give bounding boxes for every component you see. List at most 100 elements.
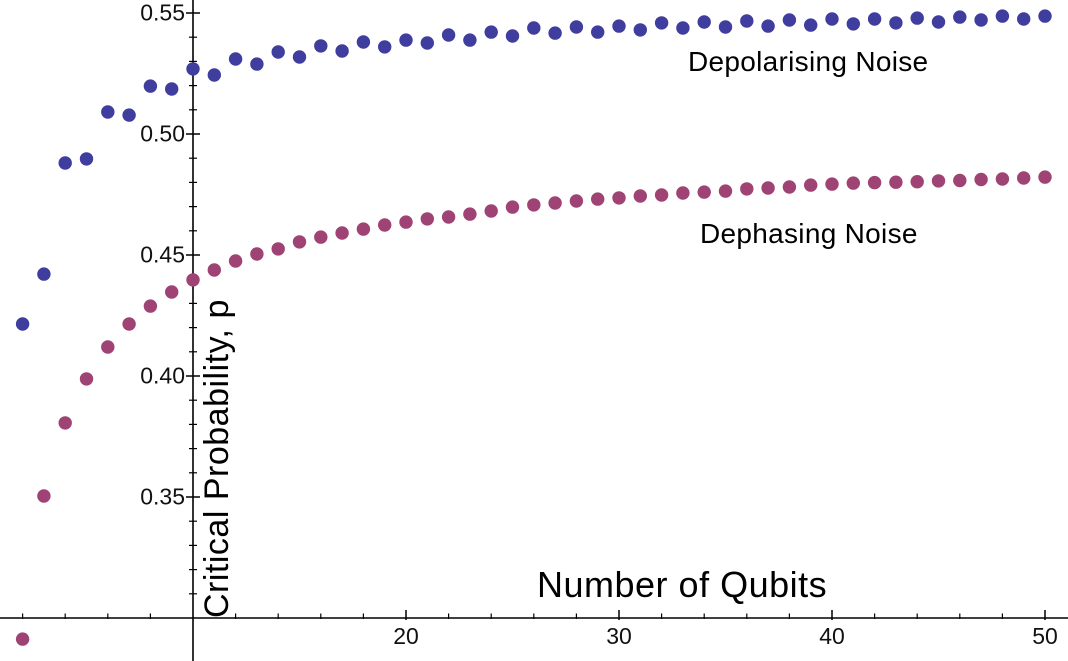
data-point-dephasing xyxy=(378,218,392,232)
y-tick-label: 0.50 xyxy=(140,120,185,147)
data-point-dephasing xyxy=(761,181,775,195)
series-annotation-dephasing-noise: Dephasing Noise xyxy=(700,218,918,249)
data-point-dephasing xyxy=(463,207,477,221)
data-point-depolarising xyxy=(591,25,605,39)
data-point-dephasing xyxy=(974,172,988,187)
data-point-depolarising xyxy=(15,317,30,331)
data-point-depolarising xyxy=(633,23,647,37)
data-point-depolarising xyxy=(441,28,456,42)
data-point-depolarising xyxy=(718,20,733,34)
x-tick-label: 20 xyxy=(393,623,419,649)
data-point-dephasing xyxy=(484,204,498,218)
data-point-dephasing xyxy=(250,247,264,261)
data-point-dephasing xyxy=(207,263,221,277)
data-point-depolarising xyxy=(569,20,584,34)
data-point-dephasing xyxy=(58,416,72,430)
data-point-depolarising xyxy=(654,16,669,30)
data-point-depolarising xyxy=(612,19,626,33)
data-point-dephasing xyxy=(889,175,903,189)
data-point-dephasing xyxy=(931,174,946,188)
data-point-depolarising xyxy=(484,25,498,39)
data-point-dephasing xyxy=(314,230,328,244)
data-point-dephasing xyxy=(910,175,924,189)
data-point-depolarising xyxy=(37,267,51,281)
data-point-dephasing xyxy=(718,184,733,198)
x-axis-title: Number of Qubits xyxy=(537,564,828,605)
data-point-dephasing xyxy=(79,372,94,386)
y-axis-title: Critical Probability, p xyxy=(198,299,236,618)
series-annotation-depolarising-noise: Depolarising Noise xyxy=(688,46,929,77)
data-point-depolarising xyxy=(122,108,136,122)
data-point-dephasing xyxy=(527,198,541,212)
data-point-dephasing xyxy=(867,175,882,190)
data-point-dephasing xyxy=(782,180,797,194)
data-point-depolarising xyxy=(740,14,754,28)
y-tick-label: 0.35 xyxy=(140,483,185,510)
data-point-depolarising xyxy=(378,40,392,54)
data-point-dephasing xyxy=(953,173,967,188)
data-point-depolarising xyxy=(825,12,839,26)
data-point-depolarising xyxy=(186,62,200,76)
data-point-dephasing xyxy=(676,186,690,200)
data-point-dephasing xyxy=(441,210,456,224)
data-point-depolarising xyxy=(974,13,988,27)
data-point-depolarising xyxy=(271,45,285,59)
data-point-depolarising xyxy=(931,15,946,29)
data-point-depolarising xyxy=(335,44,349,58)
data-point-dephasing xyxy=(995,172,1010,186)
data-point-depolarising xyxy=(58,156,72,170)
data-point-depolarising xyxy=(250,57,264,71)
data-point-depolarising xyxy=(995,9,1010,23)
x-tick-label: 50 xyxy=(1032,623,1058,649)
data-point-depolarising xyxy=(228,52,243,66)
data-point-dephasing xyxy=(228,254,243,268)
data-point-depolarising xyxy=(804,18,818,32)
data-point-dephasing xyxy=(654,188,669,202)
data-point-depolarising xyxy=(1038,9,1052,23)
data-point-dephasing xyxy=(399,215,413,229)
data-point-depolarising xyxy=(292,50,307,64)
data-point-depolarising xyxy=(399,33,413,47)
data-point-dephasing xyxy=(1038,170,1052,184)
data-point-dephasing xyxy=(548,196,562,210)
data-point-dephasing xyxy=(37,489,51,503)
data-point-dephasing xyxy=(101,340,115,354)
data-point-dephasing xyxy=(740,182,754,196)
data-point-depolarising xyxy=(782,13,797,27)
data-point-dephasing xyxy=(569,194,584,208)
data-point-depolarising xyxy=(79,152,94,166)
data-point-depolarising xyxy=(697,15,711,29)
data-point-depolarising xyxy=(505,29,520,43)
data-point-depolarising xyxy=(420,36,434,50)
data-point-depolarising xyxy=(356,35,371,49)
data-point-depolarising xyxy=(101,105,115,119)
data-point-depolarising xyxy=(1017,12,1031,26)
data-point-depolarising xyxy=(314,39,328,53)
data-point-depolarising xyxy=(846,17,860,31)
x-tick-label: 30 xyxy=(606,623,632,649)
data-point-dephasing xyxy=(612,191,626,205)
data-point-dephasing xyxy=(15,632,30,646)
data-point-depolarising xyxy=(676,21,690,35)
x-tick-label: 40 xyxy=(819,623,845,649)
data-point-dephasing xyxy=(292,235,307,249)
data-point-depolarising xyxy=(207,68,221,82)
data-point-dephasing xyxy=(186,273,200,287)
data-point-dephasing xyxy=(591,192,605,206)
data-point-depolarising xyxy=(761,19,775,33)
data-point-dephasing xyxy=(165,285,179,299)
data-point-dephasing xyxy=(335,226,349,240)
data-point-depolarising xyxy=(548,26,562,40)
data-point-depolarising xyxy=(165,82,179,96)
data-point-dephasing xyxy=(697,185,711,199)
data-point-depolarising xyxy=(953,10,967,24)
data-point-dephasing xyxy=(505,200,520,214)
data-point-depolarising xyxy=(889,16,903,30)
data-point-dephasing xyxy=(825,177,839,191)
data-point-dephasing xyxy=(633,189,647,203)
data-point-depolarising xyxy=(867,12,882,26)
data-point-dephasing xyxy=(271,242,285,256)
y-tick-label: 0.45 xyxy=(140,241,185,268)
data-point-dephasing xyxy=(846,176,860,190)
